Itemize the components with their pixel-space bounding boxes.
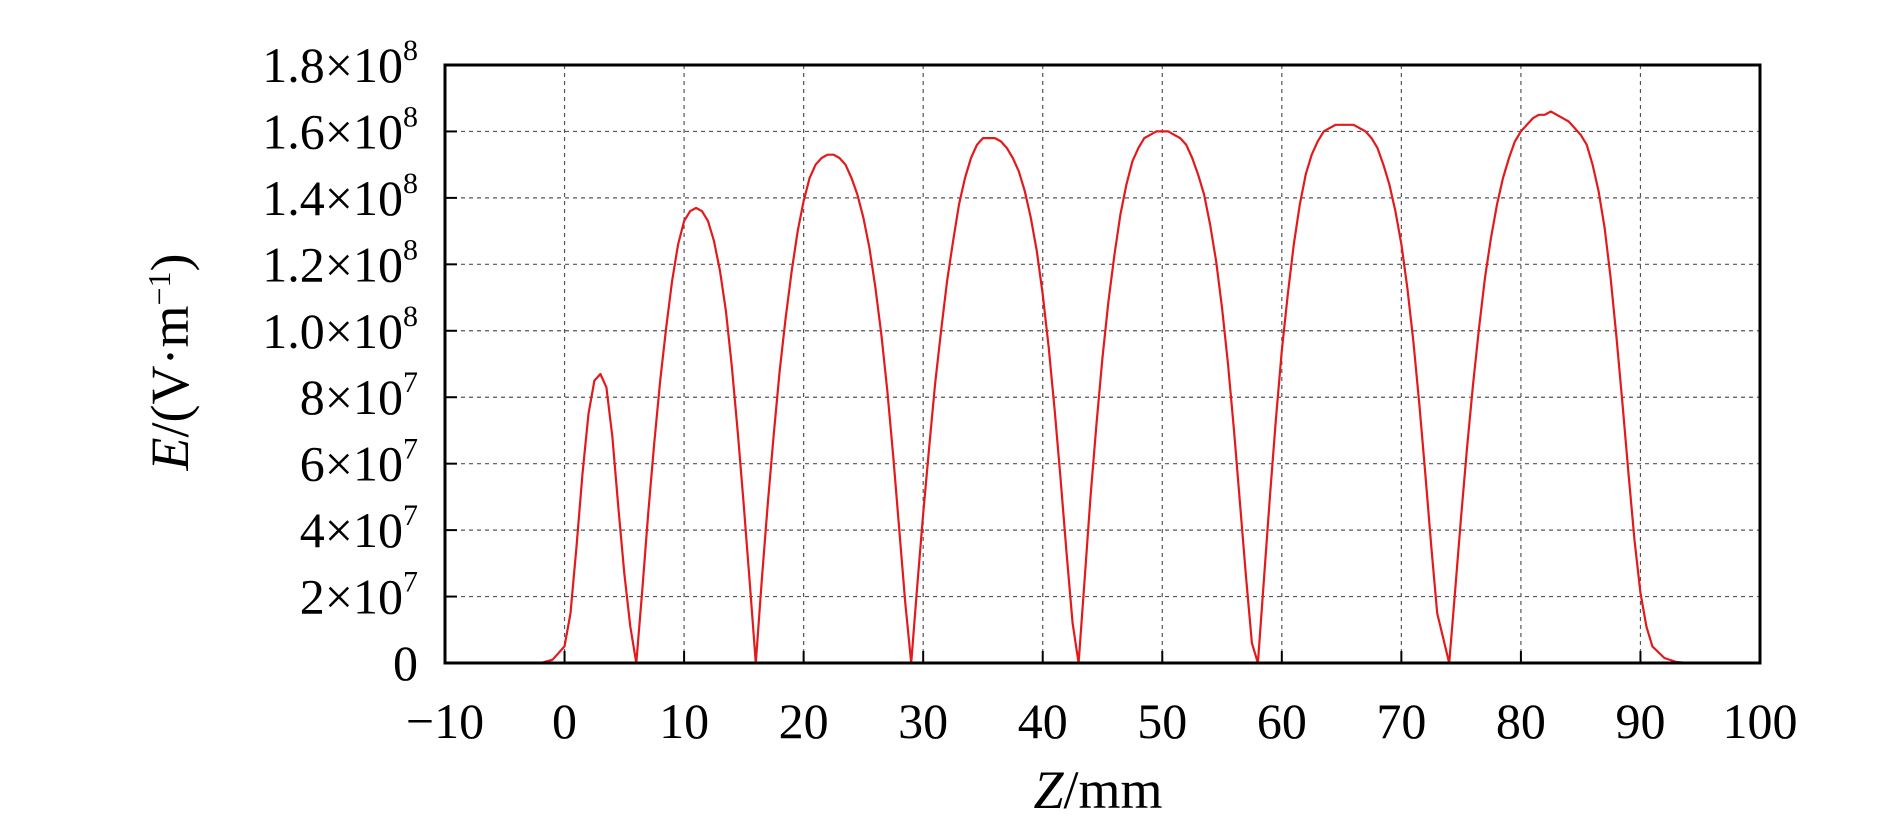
- x-axis-title: Z/mm: [1033, 760, 1162, 820]
- y-axis-title-symbol: E: [140, 438, 200, 472]
- y-tick-label: 2×107: [300, 566, 418, 625]
- x-tick-label: 80: [1496, 693, 1546, 749]
- x-axis: −10 0 10 20 30 40 50 60 70 80 90 100: [406, 651, 1798, 749]
- x-tick-label: 50: [1137, 693, 1187, 749]
- y-tick-label-exponent: 8: [403, 300, 418, 333]
- y-tick-label-base: 0: [393, 635, 418, 691]
- y-tick-label: 8×107: [300, 366, 418, 425]
- y-axis: 02×1074×1076×1078×1071.0×1081.2×1081.4×1…: [262, 34, 457, 691]
- y-tick-label-base: 1.4×10: [262, 170, 403, 226]
- x-tick-label: 60: [1257, 693, 1307, 749]
- y-axis-title-close: ): [140, 254, 200, 272]
- x-tick-label: 20: [779, 693, 829, 749]
- x-tick-label: 30: [898, 693, 948, 749]
- y-tick-label-exponent: 7: [403, 566, 418, 599]
- y-tick-label-exponent: 7: [403, 433, 418, 466]
- y-tick-label-base: 1.0×10: [262, 303, 403, 359]
- x-tick-label: 90: [1615, 693, 1665, 749]
- y-tick-label: 1.2×108: [262, 233, 418, 292]
- y-tick-label: 4×107: [300, 499, 418, 558]
- y-tick-label: 1.8×108: [262, 34, 418, 93]
- y-tick-label-exponent: 7: [403, 499, 418, 532]
- x-tick-label: 40: [1018, 693, 1068, 749]
- y-tick-label: 1.6×108: [262, 100, 418, 159]
- x-axis-title-symbol: Z: [1033, 760, 1064, 820]
- x-tick-label: 70: [1376, 693, 1426, 749]
- y-tick-label: 0: [393, 635, 418, 691]
- y-tick-label-exponent: 8: [403, 34, 418, 67]
- series-line: [445, 110, 1760, 665]
- x-tick-label: 100: [1723, 693, 1798, 749]
- x-tick-label: 10: [659, 693, 709, 749]
- y-tick-label-base: 2×10: [300, 569, 403, 625]
- y-tick-label-exponent: 8: [403, 100, 418, 133]
- y-tick-label-exponent: 8: [403, 233, 418, 266]
- y-tick-label-exponent: 7: [403, 366, 418, 399]
- x-axis-title-unit: /mm: [1064, 760, 1163, 820]
- y-tick-label: 1.0×108: [262, 300, 418, 359]
- y-tick-label-base: 4×10: [300, 502, 403, 558]
- y-axis-title: E/(V·m−1): [140, 254, 200, 472]
- plot-frame: [443, 63, 1762, 665]
- y-tick-label: 1.4×108: [262, 167, 418, 226]
- y-tick-label-exponent: 8: [403, 167, 418, 200]
- y-tick-label-base: 8×10: [300, 369, 403, 425]
- y-tick-label-base: 1.2×10: [262, 236, 403, 292]
- y-axis-title-exponent: −1: [141, 271, 177, 305]
- y-tick-label-base: 6×10: [300, 436, 403, 492]
- y-tick-label-base: 1.6×10: [262, 103, 403, 159]
- plot-area: [445, 110, 1760, 665]
- x-tick-label: −10: [406, 693, 484, 749]
- y-tick-label-base: 1.8×10: [262, 37, 403, 93]
- y-tick-label: 6×107: [300, 433, 418, 492]
- grid: [445, 65, 1760, 663]
- y-axis-title-unit: /(V·m: [140, 306, 200, 438]
- x-tick-label: 0: [552, 693, 577, 749]
